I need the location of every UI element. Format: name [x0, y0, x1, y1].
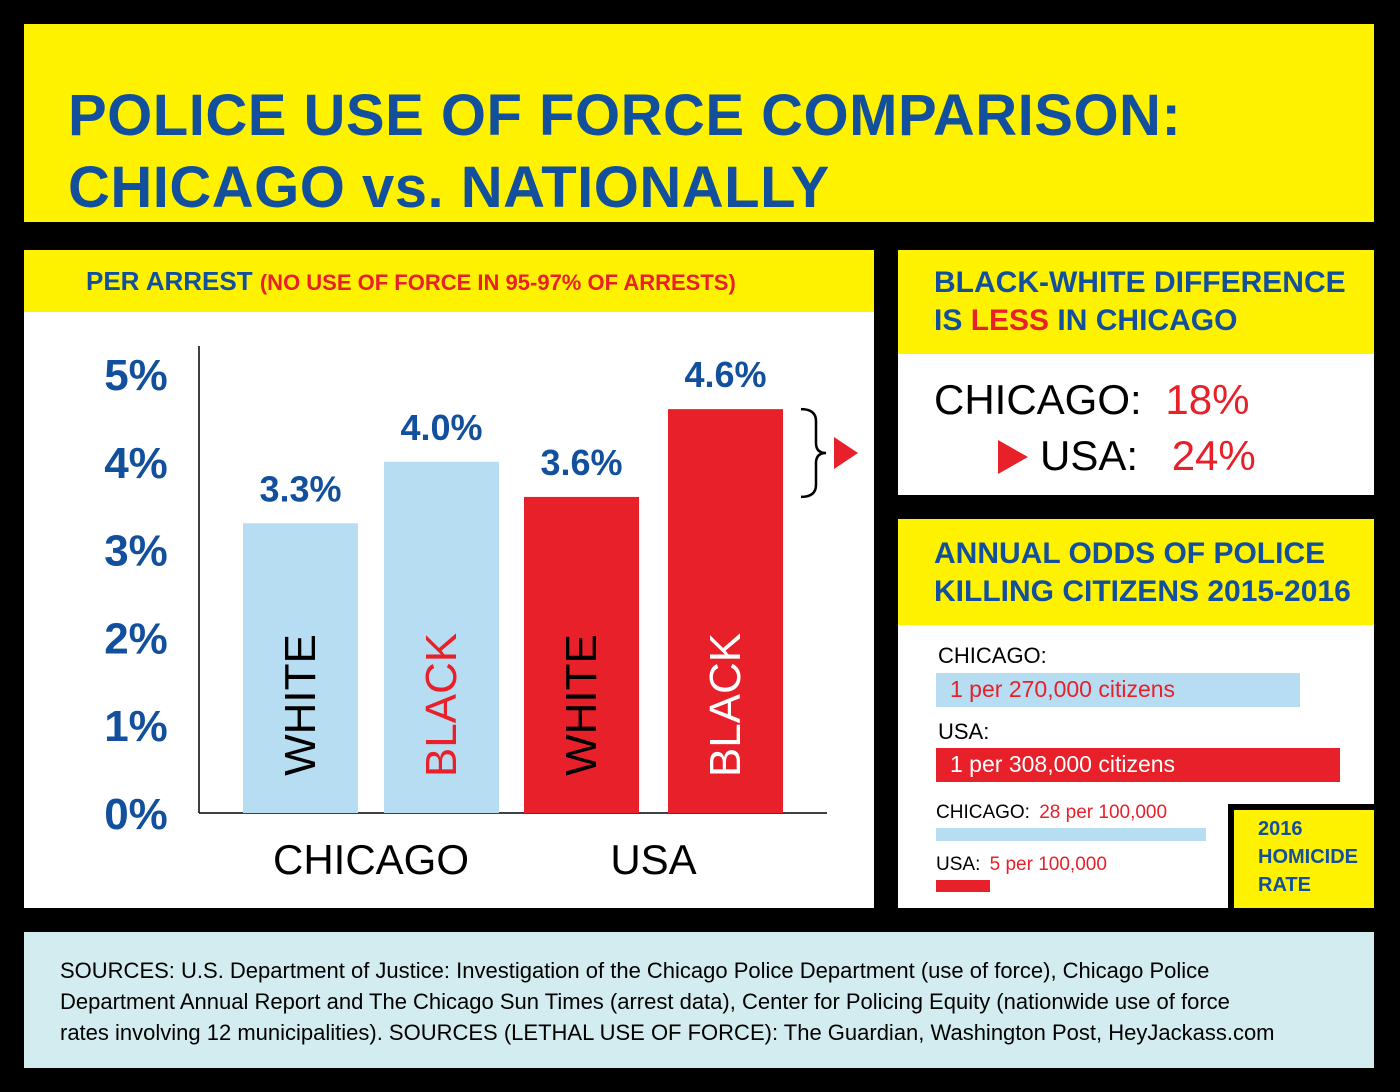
bar-category-label: BLACK: [417, 633, 466, 777]
x-group-label: USA: [610, 836, 696, 883]
y-tick-label: 1%: [104, 702, 168, 751]
data-label: 3.3%: [259, 468, 341, 509]
odds-header: ANNUAL ODDS OF POLICE KILLING CITIZENS 2…: [898, 519, 1374, 625]
homicide-chicago-label: CHICAGO:: [936, 802, 1030, 823]
difference-chicago-label: CHICAGO:: [934, 376, 1142, 423]
odds-heading-line-1: ANNUAL ODDS OF POLICE: [934, 537, 1326, 570]
y-tick-label: 3%: [104, 527, 168, 576]
y-tick-label: 2%: [104, 614, 168, 663]
data-label: 4.0%: [400, 407, 482, 448]
homicide-usa-value: 5 per 100,000: [989, 854, 1107, 875]
odds-heading-line-2: KILLING CITIZENS 2015-2016: [934, 575, 1351, 608]
difference-heading-line-2: IS LESS IN CHICAGO: [934, 304, 1237, 338]
homicide-box-line-2: HOMICIDE: [1258, 846, 1358, 868]
sources-line-3: rates involving 12 municipalities). SOUR…: [60, 1020, 1275, 1045]
homicide-usa-row: USA: 5 per 100,000: [936, 854, 1107, 876]
data-label: 3.6%: [540, 442, 622, 483]
homicide-chicago-value: 28 per 100,000: [1039, 802, 1168, 823]
per-arrest-heading: PER ARREST: [86, 266, 253, 296]
homicide-box-line-1: 2016: [1258, 818, 1303, 840]
sources-line-2: Department Annual Report and The Chicago…: [60, 989, 1230, 1014]
difference-usa-value: 24%: [1171, 432, 1256, 479]
difference-arrow-icon: [834, 437, 858, 470]
sources-footer: SOURCES: U.S. Department of Justice: Inv…: [24, 932, 1374, 1068]
title-banner: POLICE USE OF FORCE COMPARISON: CHICAGO …: [24, 24, 1374, 222]
title-line-2: CHICAGO vs. NATIONALLY: [68, 155, 830, 220]
odds-usa-value: 1 per 308,000 citizens: [950, 751, 1176, 777]
difference-chicago-value: 18%: [1165, 376, 1250, 423]
difference-panel: BLACK-WHITE DIFFERENCE IS LESS IN CHICAG…: [898, 250, 1374, 495]
odds-panel: ANNUAL ODDS OF POLICE KILLING CITIZENS 2…: [898, 519, 1374, 908]
bar-chicago-black: [384, 461, 499, 813]
difference-header: BLACK-WHITE DIFFERENCE IS LESS IN CHICAG…: [898, 250, 1374, 354]
y-tick-label: 0%: [104, 790, 168, 839]
odds-chicago-value: 1 per 270,000 citizens: [950, 676, 1176, 702]
homicide-usa-label: USA:: [936, 854, 981, 875]
data-label: 4.6%: [684, 354, 766, 395]
per-arrest-bar-chart: 0% 1% 2% 3% 4% 5% 3.3% WHITE 4.0% BLACK 3.6% WHITE 4…: [104, 346, 858, 883]
per-arrest-subheading: (NO USE OF FORCE IN 95-97% OF ARRESTS): [259, 270, 736, 295]
title-line-1: POLICE USE OF FORCE COMPARISON:: [68, 83, 1182, 148]
pointer-triangle-icon: [998, 440, 1028, 474]
homicide-rate-box: 2016 HOMICIDE RATE: [1228, 804, 1374, 908]
difference-heading-line-1: BLACK-WHITE DIFFERENCE: [934, 266, 1346, 299]
difference-usa-label: USA:: [1040, 432, 1139, 479]
odds-usa-bar: 1 per 308,000 citizens: [936, 748, 1340, 782]
difference-chicago-row: CHICAGO: 18%: [934, 376, 1249, 424]
y-tick-label: 4%: [104, 439, 168, 488]
odds-chicago-label: CHICAGO:: [938, 643, 1047, 668]
homicide-usa-bar: [936, 880, 990, 892]
y-tick-label: 5%: [104, 351, 168, 400]
per-arrest-header: PER ARREST (NO USE OF FORCE IN 95-97% OF…: [24, 250, 874, 312]
difference-usa-row: USA: 24%: [1040, 432, 1256, 480]
sources-line-1: SOURCES: U.S. Department of Justice: Inv…: [60, 958, 1210, 983]
bar-category-label: WHITE: [276, 634, 325, 776]
bar-usa-white: [524, 496, 639, 813]
bar-chicago-white: [243, 523, 358, 813]
x-group-label: CHICAGO: [273, 836, 469, 883]
difference-heading-post: IN CHICAGO: [1057, 304, 1238, 337]
bar-category-label: WHITE: [557, 634, 606, 776]
difference-heading-emphasis: LESS: [970, 304, 1050, 337]
odds-usa-label: USA:: [938, 719, 990, 744]
homicide-chicago-bar: [936, 828, 1206, 841]
per-arrest-panel: PER ARREST (NO USE OF FORCE IN 95-97% OF…: [24, 250, 874, 908]
odds-chicago-bar: 1 per 270,000 citizens: [936, 673, 1300, 707]
difference-heading-pre: IS: [934, 304, 963, 337]
bar-usa-black: [668, 409, 783, 813]
bar-category-label: BLACK: [701, 633, 750, 777]
homicide-box-line-3: RATE: [1258, 874, 1311, 896]
difference-brace: [800, 407, 827, 499]
homicide-chicago-row: CHICAGO: 28 per 100,000: [936, 802, 1167, 824]
